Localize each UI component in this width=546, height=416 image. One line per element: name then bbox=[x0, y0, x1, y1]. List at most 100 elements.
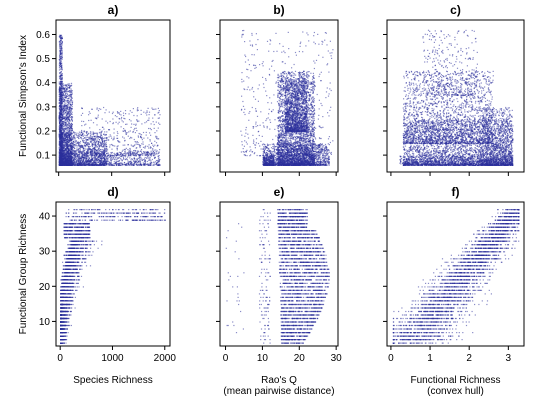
data-point bbox=[80, 145, 82, 147]
data-point bbox=[127, 144, 129, 146]
data-point bbox=[63, 113, 65, 115]
data-point bbox=[143, 137, 145, 139]
data-point bbox=[118, 157, 121, 159]
data-point bbox=[83, 142, 85, 144]
data-point bbox=[97, 146, 99, 148]
data-point bbox=[61, 111, 63, 113]
data-point bbox=[133, 160, 135, 162]
data-point bbox=[78, 157, 80, 159]
data-point bbox=[70, 117, 73, 119]
data-point bbox=[61, 126, 63, 128]
data-point bbox=[70, 138, 72, 140]
data-point bbox=[122, 164, 124, 166]
data-point bbox=[89, 153, 91, 155]
data-point bbox=[61, 87, 63, 89]
data-point bbox=[97, 116, 99, 118]
data-point bbox=[113, 128, 115, 130]
data-point bbox=[60, 113, 62, 115]
data-point bbox=[97, 137, 99, 139]
data-point bbox=[88, 119, 90, 122]
data-point bbox=[68, 94, 70, 96]
data-point bbox=[82, 140, 84, 142]
data-point bbox=[155, 160, 158, 162]
data-point bbox=[59, 151, 62, 153]
data-point bbox=[60, 146, 62, 148]
data-point bbox=[67, 101, 69, 104]
data-point bbox=[60, 156, 62, 158]
data-point bbox=[82, 135, 84, 137]
data-point bbox=[91, 139, 93, 141]
data-point bbox=[69, 120, 71, 122]
data-point bbox=[139, 154, 141, 156]
data-point bbox=[156, 162, 158, 164]
data-point bbox=[70, 158, 72, 161]
data-point bbox=[89, 131, 92, 133]
data-point bbox=[87, 159, 89, 161]
data-point bbox=[97, 155, 99, 157]
data-point bbox=[149, 127, 151, 130]
data-point bbox=[73, 151, 75, 153]
data-point bbox=[60, 80, 62, 82]
data-point bbox=[64, 124, 67, 126]
data-point bbox=[68, 89, 70, 92]
data-point bbox=[97, 159, 99, 161]
data-point bbox=[91, 158, 93, 160]
data-point bbox=[97, 141, 99, 143]
data-point bbox=[64, 105, 66, 107]
data-point bbox=[158, 117, 160, 119]
data-point bbox=[63, 128, 65, 130]
data-point bbox=[86, 139, 88, 141]
data-point bbox=[62, 83, 64, 85]
data-point bbox=[75, 158, 77, 160]
data-point bbox=[110, 162, 112, 164]
data-point bbox=[143, 111, 145, 113]
data-point bbox=[137, 109, 139, 111]
data-point bbox=[91, 151, 93, 153]
data-point bbox=[85, 135, 87, 137]
data-point bbox=[107, 157, 109, 159]
data-point bbox=[155, 121, 157, 123]
data-point bbox=[65, 114, 67, 116]
data-point bbox=[132, 131, 134, 133]
data-point bbox=[105, 149, 107, 151]
data-point bbox=[99, 156, 101, 158]
data-point bbox=[86, 136, 88, 138]
data-point bbox=[123, 163, 125, 165]
data-point bbox=[72, 142, 74, 144]
data-point bbox=[61, 36, 63, 38]
data-point bbox=[63, 121, 65, 123]
data-point bbox=[140, 150, 142, 152]
data-point bbox=[143, 158, 146, 160]
data-point bbox=[117, 152, 119, 154]
data-point bbox=[76, 132, 78, 134]
data-point bbox=[101, 154, 103, 156]
data-point bbox=[117, 154, 119, 156]
data-point bbox=[70, 131, 72, 134]
data-point bbox=[68, 101, 71, 103]
data-point bbox=[97, 164, 99, 166]
data-point bbox=[157, 138, 159, 140]
data-point bbox=[99, 145, 101, 147]
data-point bbox=[58, 112, 60, 114]
data-point bbox=[66, 90, 68, 92]
data-point bbox=[70, 82, 73, 84]
data-point bbox=[63, 125, 65, 127]
data-point bbox=[141, 123, 143, 125]
data-point bbox=[60, 55, 62, 58]
data-point bbox=[129, 148, 131, 150]
data-point bbox=[79, 158, 81, 160]
data-point bbox=[152, 154, 155, 156]
data-point bbox=[86, 132, 88, 134]
data-point bbox=[65, 96, 67, 98]
data-point bbox=[100, 148, 102, 151]
data-point bbox=[68, 130, 70, 132]
data-point bbox=[67, 127, 69, 129]
data-point bbox=[117, 164, 119, 166]
data-point bbox=[66, 144, 68, 146]
data-point bbox=[113, 136, 115, 138]
data-point bbox=[70, 145, 72, 147]
data-point bbox=[85, 142, 87, 144]
data-point bbox=[145, 134, 147, 136]
data-point bbox=[65, 105, 67, 108]
data-point bbox=[87, 152, 89, 154]
